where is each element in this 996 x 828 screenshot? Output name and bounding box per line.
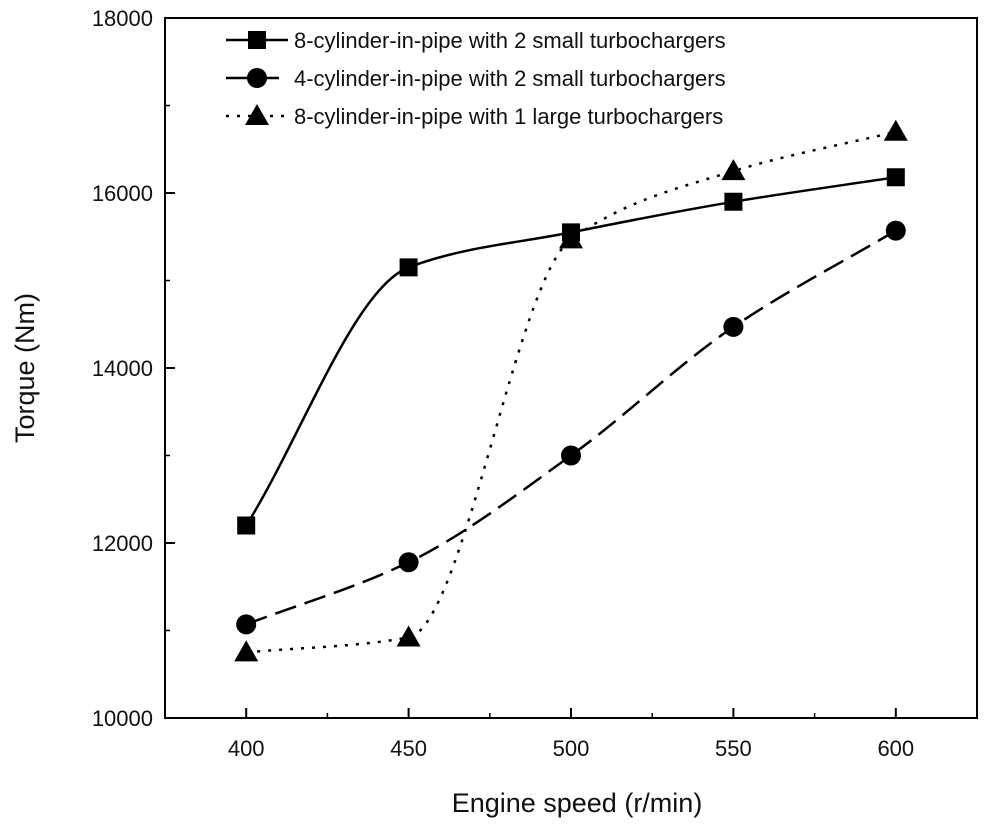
data-point-triangle	[883, 119, 908, 141]
series-line-1	[245, 176, 896, 527]
x-tick-label: 550	[715, 736, 752, 761]
y-tick-label: 18000	[92, 6, 153, 31]
x-axis: 400 450 500 550 600	[228, 708, 914, 761]
legend: 8-cylinder-in-pipe with 2 small turbocha…	[226, 28, 726, 129]
legend-label: 8-cylinder-in-pipe with 1 large turbocha…	[294, 104, 723, 129]
x-tick-label: 450	[390, 736, 427, 761]
x-tick-label: 600	[877, 736, 914, 761]
x-tick-label: 400	[228, 736, 265, 761]
legend-label: 8-cylinder-in-pipe with 2 small turbocha…	[294, 28, 726, 53]
series-line-3	[246, 130, 897, 654]
x-tick-label: 500	[553, 736, 590, 761]
legend-marker-triangle	[245, 104, 269, 125]
legend-label: 4-cylinder-in-pipe with 2 small turbocha…	[294, 66, 726, 91]
series-line-2	[245, 229, 897, 626]
y-tick-label: 16000	[92, 181, 153, 206]
data-point-triangle	[559, 227, 583, 249]
y-tick-label: 14000	[92, 356, 153, 381]
y-axis: 10000 12000 14000 16000 18000	[92, 6, 175, 731]
legend-marker-square	[248, 31, 266, 49]
data-point-circle	[723, 316, 744, 337]
y-axis-title: Torque (Nm)	[10, 293, 40, 443]
data-point-circle	[398, 552, 419, 573]
data-point-triangle	[396, 625, 421, 647]
data-point-circle	[236, 614, 257, 635]
data-point-square	[237, 516, 256, 535]
y-tick-label: 12000	[92, 531, 153, 556]
series-markers	[234, 119, 908, 662]
data-point-square	[399, 258, 418, 277]
data-point-triangle	[721, 159, 746, 181]
data-point-circle	[561, 445, 581, 466]
data-point-circle	[885, 220, 906, 241]
data-point-triangle	[234, 640, 259, 662]
y-tick-label: 10000	[92, 706, 153, 731]
data-point-square	[724, 192, 743, 211]
series-curves	[245, 130, 897, 654]
x-axis-title: Engine speed (r/min)	[452, 788, 703, 818]
legend-marker-circle	[247, 68, 267, 88]
data-point-square	[886, 168, 905, 187]
